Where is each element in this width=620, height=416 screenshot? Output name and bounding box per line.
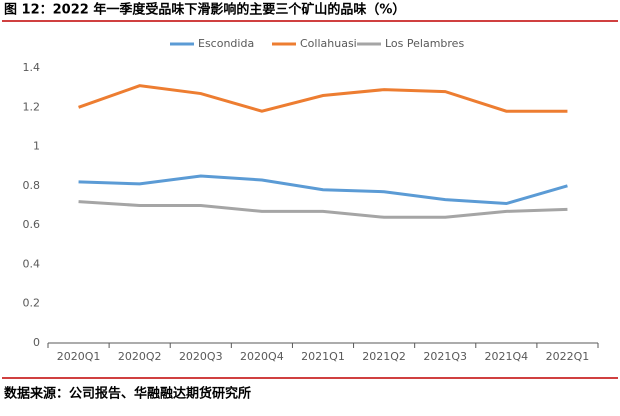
legend-label: Los Pelambres: [385, 37, 464, 50]
chart-title: 图 12：2022 年一季度受品味下滑影响的主要三个矿山的品味（%）: [4, 2, 405, 18]
source: 数据来源：公司报告、华融融达期货研究所: [4, 386, 251, 402]
legend-label: Collahuasi: [300, 37, 357, 50]
x-tick-label: 2022Q1: [546, 350, 590, 363]
x-tick-label: 2020Q3: [179, 350, 223, 363]
y-tick-label: 0.2: [23, 297, 41, 310]
y-tick-label: 0.4: [23, 257, 41, 270]
x-tick-label: 2021Q2: [362, 350, 406, 363]
y-tick-label: 1: [33, 140, 40, 153]
line-series: [78, 174, 568, 206]
y-tick-label: 0: [33, 336, 40, 349]
legend-label: Escondida: [198, 37, 254, 50]
line-series: [78, 200, 568, 219]
y-tick-label: 1.4: [23, 61, 41, 74]
x-tick-label: 2021Q3: [423, 350, 467, 363]
line-series: [78, 84, 568, 113]
y-tick-label: 0.8: [23, 179, 41, 192]
x-tick-label: 2021Q4: [485, 350, 529, 363]
x-tick-label: 2021Q1: [301, 350, 345, 363]
y-tick-label: 0.6: [23, 218, 41, 231]
x-tick-label: 2020Q1: [57, 350, 101, 363]
y-tick-label: 1.2: [23, 100, 41, 113]
x-tick-label: 2020Q4: [240, 350, 284, 363]
x-tick-label: 2020Q2: [118, 350, 162, 363]
